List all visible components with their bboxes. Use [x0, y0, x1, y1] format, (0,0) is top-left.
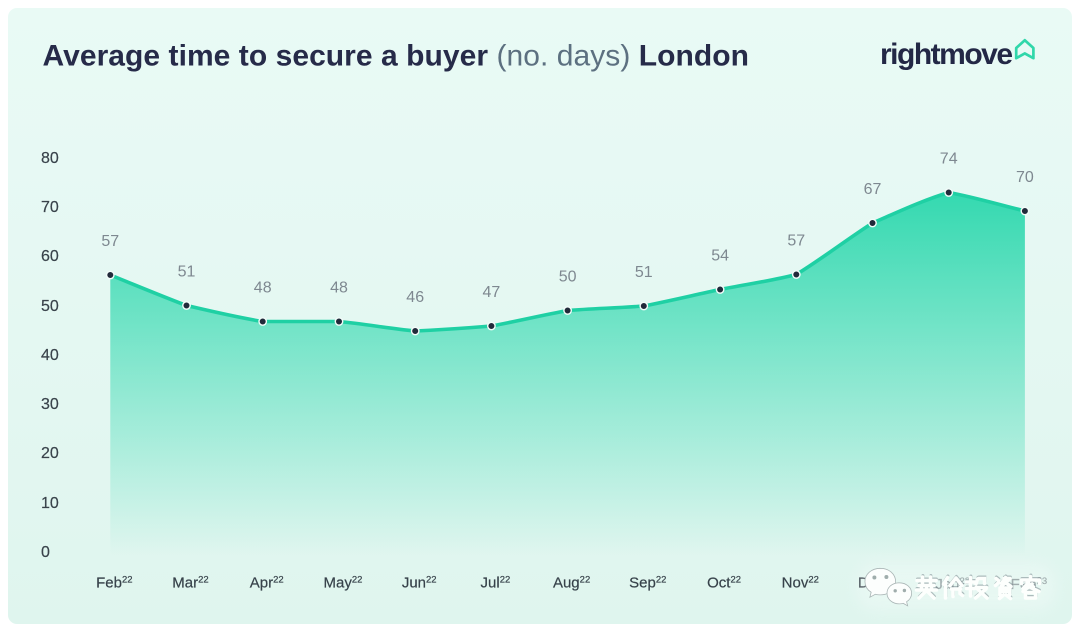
svg-text:57: 57	[787, 233, 805, 250]
svg-text:60: 60	[41, 248, 59, 265]
svg-text:Mar22: Mar22	[172, 575, 208, 592]
svg-text:54: 54	[711, 248, 729, 265]
svg-text:51: 51	[178, 264, 196, 281]
svg-text:Oct22: Oct22	[707, 575, 741, 592]
svg-text:Sep22: Sep22	[629, 575, 666, 592]
svg-text:20: 20	[41, 445, 59, 462]
svg-text:50: 50	[41, 298, 59, 315]
svg-text:67: 67	[864, 181, 882, 198]
svg-text:Jul22: Jul22	[481, 575, 511, 592]
svg-text:48: 48	[254, 280, 272, 297]
svg-text:Feb22: Feb22	[96, 575, 132, 592]
svg-text:Average time to secure a buyer: Average time to secure a buyer (no. days…	[43, 40, 750, 73]
svg-text:57: 57	[101, 233, 119, 250]
svg-text:47: 47	[483, 284, 501, 301]
svg-text:40: 40	[41, 347, 59, 364]
svg-text:70: 70	[1016, 169, 1034, 186]
svg-text:50: 50	[559, 269, 577, 286]
svg-text:74: 74	[940, 151, 958, 168]
svg-text:51: 51	[635, 264, 653, 281]
svg-text:Jun22: Jun22	[402, 575, 437, 592]
svg-text:70: 70	[41, 199, 59, 216]
svg-text:80: 80	[41, 150, 59, 167]
svg-text:rightmove: rightmove	[880, 38, 1012, 71]
svg-text:10: 10	[41, 495, 59, 512]
svg-text:30: 30	[41, 396, 59, 413]
svg-text:Nov22: Nov22	[782, 575, 819, 592]
svg-text:0: 0	[41, 544, 50, 561]
svg-text:Aug22: Aug22	[553, 575, 590, 592]
svg-text:May22: May22	[324, 575, 363, 592]
svg-text:Apr22: Apr22	[250, 575, 284, 592]
svg-text:46: 46	[406, 289, 424, 306]
svg-text:48: 48	[330, 280, 348, 297]
